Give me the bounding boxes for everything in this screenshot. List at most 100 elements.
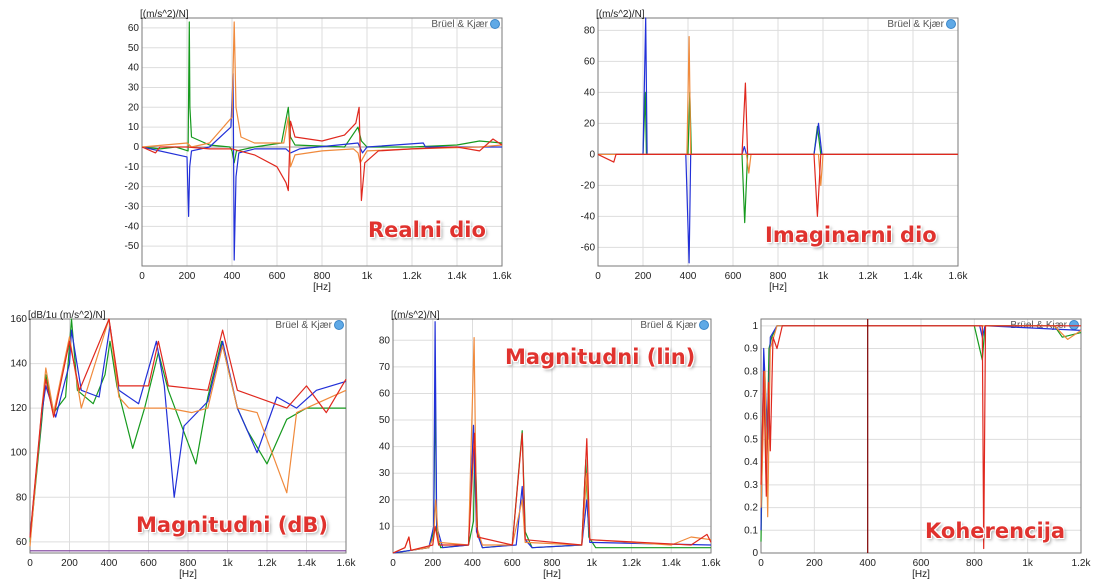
x-tick-label: 600: [269, 271, 286, 282]
y-axis-unit: [(m/s^2)/N]: [140, 9, 189, 20]
x-tick-label: 1k: [1022, 558, 1034, 569]
panel-imag: 0 200 400 600 800 1k 1.2k 1.4k 1.6k -60 -40 -20 0 20 4…: [572, 9, 969, 298]
panel-koh: 0 200 400 600 800 1k 1.2k 0 0.1 0.2 0.3 0.4 0.5 0.6 0.…: [735, 309, 1091, 588]
y-axis-unit: [(m/s^2)/N]: [596, 9, 645, 20]
y-tick-label: 60: [584, 56, 596, 67]
y-tick-label: 0: [589, 149, 595, 160]
chart-imag: 0 200 400 600 800 1k 1.2k 1.4k 1.6k -60 -40 -20 0 20 4…: [581, 9, 969, 293]
x-tick-label: 600: [913, 558, 930, 569]
series-line-blue: [141, 73, 502, 261]
x-tick-label: 0: [139, 271, 145, 282]
y-tick-label: 100: [10, 448, 27, 459]
x-tick-label: 800: [544, 558, 561, 569]
y-tick-label: 20: [128, 102, 140, 113]
y-tick-label: -60: [581, 242, 596, 253]
y-tick-label: 0.5: [744, 434, 758, 445]
panel-maglin: 0 200 400 600 800 1k 1.2k 1.4k 1.6k 10 20 30 40 50 60 7…: [365, 309, 725, 588]
y-tick-label: 70: [379, 362, 391, 373]
x-tick-label: 600: [140, 558, 157, 569]
x-tick-label: 600: [725, 271, 742, 282]
x-tick-label: 400: [680, 271, 697, 282]
x-tick-label: 0: [758, 558, 764, 569]
y-tick-label: 0.6: [744, 412, 758, 423]
x-tick-label: 0: [595, 271, 601, 282]
x-tick-label: 800: [314, 271, 331, 282]
brand-logo-icon: [490, 19, 500, 29]
x-tick-label: 1k: [586, 558, 598, 569]
x-tick-label: 1.2k: [859, 271, 879, 282]
y-tick-label: 120: [10, 403, 27, 414]
x-tick-label: 400: [224, 271, 241, 282]
annotation-imag: Imaginarni dio: [765, 223, 937, 247]
chart-koh: 0 200 400 600 800 1k 1.2k 0 0.1 0.2 0.3 0.4 0.5 0.6 0.…: [744, 318, 1091, 580]
panel-magdb: 0 200 400 600 800 1k 1.2k 1.4k 1.6k 60 80 100 120 140…: [4, 309, 360, 588]
y-tick-label: 60: [16, 537, 28, 548]
annotation-koh: Koherencija: [925, 519, 1066, 543]
x-tick-label: 1.6k: [493, 271, 513, 282]
x-tick-label: 0: [27, 558, 33, 569]
plot-frame: [141, 17, 503, 267]
y-tick-label: 0: [752, 548, 758, 559]
x-tick-label: 800: [966, 558, 983, 569]
chart-maglin: 0 200 400 600 800 1k 1.2k 1.4k 1.6k 10 20 30 40 50 60 7…: [379, 310, 722, 580]
x-tick-label: 1.4k: [904, 271, 924, 282]
y-tick-label: 20: [379, 495, 391, 506]
brand-logo-icon: [334, 320, 344, 330]
x-tick-label: 400: [101, 558, 118, 569]
chart-real: 0 200 400 600 800 1k 1.2k 1.4k 1.6k-50-40-30-20-…: [125, 9, 513, 293]
x-tick-label: 1.4k: [448, 271, 468, 282]
brand-logo-text: Brüel & Kjær: [887, 19, 944, 30]
y-tick-label: -20: [581, 180, 596, 191]
y-tick-label: 40: [379, 442, 391, 453]
y-tick-label: -30: [125, 201, 140, 212]
y-tick-label: 0.2: [744, 503, 758, 514]
y-tick-label: -20: [125, 182, 140, 193]
y-tick-label: 20: [584, 118, 596, 129]
x-axis-unit: [Hz]: [179, 569, 197, 580]
y-tick-label: 30: [379, 468, 391, 479]
series-line-blue: [29, 325, 347, 538]
x-tick-label: 1.4k: [297, 558, 317, 569]
x-tick-label: 600: [504, 558, 521, 569]
y-tick-label: 0.8: [744, 366, 758, 377]
x-tick-label: 200: [61, 558, 78, 569]
x-axis-unit: [Hz]: [769, 282, 787, 293]
series-line-red: [597, 82, 958, 217]
x-tick-label: 200: [806, 558, 823, 569]
series-line-orange: [598, 36, 958, 186]
y-tick-label: 0.3: [744, 480, 758, 491]
brand-logo-icon: [946, 19, 956, 29]
y-tick-label: 80: [16, 492, 28, 503]
x-tick-label: 800: [180, 558, 197, 569]
y-tick-label: 140: [10, 359, 27, 370]
x-axis-unit: [Hz]: [543, 569, 561, 580]
y-tick-label: 0.9: [744, 344, 758, 355]
y-tick-label: 0: [133, 142, 139, 153]
x-axis-unit: [Hz]: [313, 282, 331, 293]
annotation-real: Realni dio: [368, 218, 486, 242]
x-tick-label: 200: [424, 558, 441, 569]
plot-frame: [597, 17, 959, 267]
y-tick-label: -50: [125, 241, 140, 252]
y-tick-label: 50: [379, 415, 391, 426]
series-line-green: [29, 318, 346, 542]
x-tick-label: 400: [859, 558, 876, 569]
x-tick-label: 1.2k: [622, 558, 642, 569]
x-tick-label: 200: [635, 271, 652, 282]
y-tick-label: 160: [10, 314, 27, 325]
brand-logo-text: Brüel & Kjær: [431, 19, 488, 30]
grid: [760, 319, 1082, 554]
x-tick-label: 1k: [818, 271, 830, 282]
brand-logo-text: Brüel & Kjær: [640, 320, 697, 331]
y-tick-label: 0.4: [744, 457, 758, 468]
series-line-red: [392, 432, 712, 554]
y-tick-label: 0.1: [744, 525, 758, 536]
series-line-red: [141, 106, 503, 202]
y-axis-unit: [(m/s^2)/N]: [391, 310, 440, 321]
series-line-red: [29, 318, 347, 538]
y-tick-label: 10: [379, 521, 391, 532]
x-tick-label: 0: [390, 558, 396, 569]
brand-logo-icon: [699, 320, 709, 330]
y-tick-label: 40: [128, 63, 140, 74]
y-tick-label: 0.7: [744, 389, 758, 400]
